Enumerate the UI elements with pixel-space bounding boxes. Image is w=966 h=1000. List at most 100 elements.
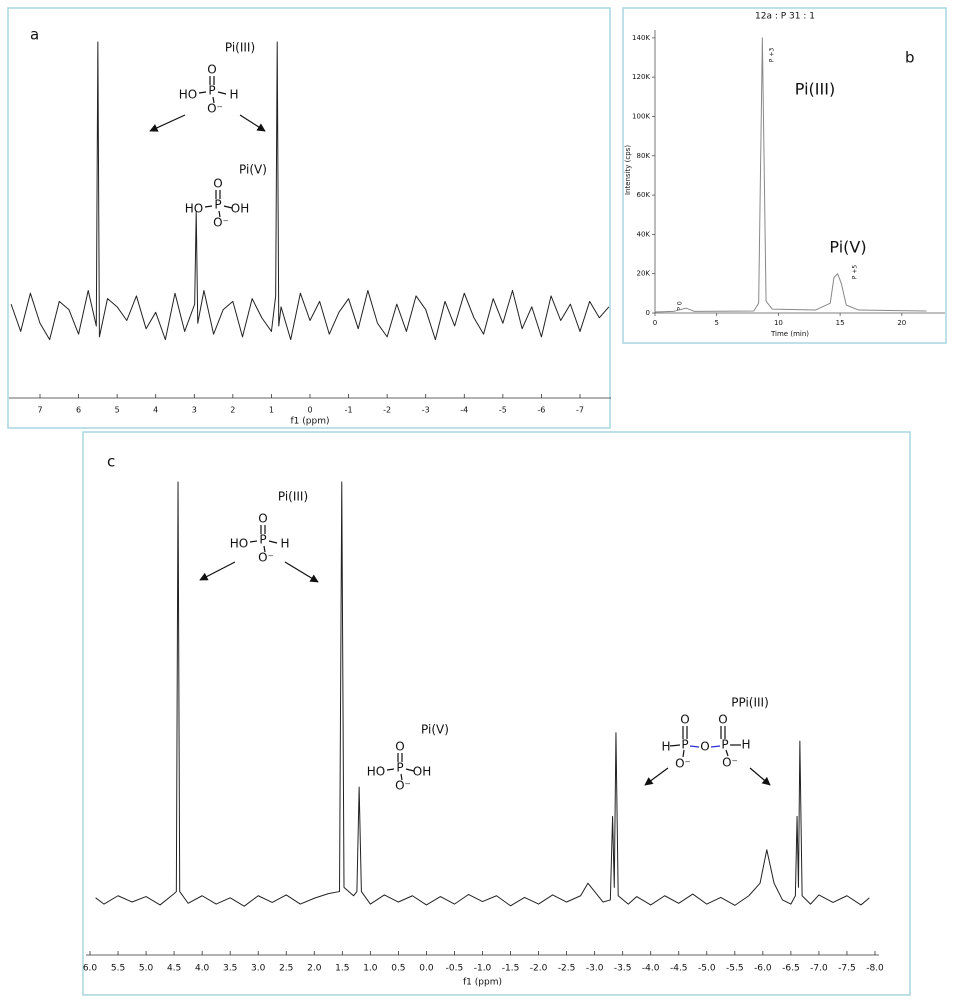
- bond: [223, 205, 233, 209]
- atom-label: O: [395, 740, 404, 754]
- arrow: [239, 114, 266, 132]
- spectrum-line: [10, 41, 610, 341]
- x-tick-label: -5.0: [698, 964, 716, 974]
- bond: [689, 745, 700, 748]
- atom-label: O: [258, 512, 267, 526]
- y-tick-label: 0: [646, 309, 650, 317]
- arrow: [199, 561, 236, 581]
- atom-label: HO: [230, 537, 248, 551]
- x-tick-label: 2.0: [307, 964, 322, 974]
- x-tick-label: 3.5: [223, 964, 237, 974]
- x-axis-label: f1 (ppm): [291, 417, 330, 427]
- atom-label: O: [680, 713, 689, 727]
- arrow: [749, 767, 771, 786]
- x-axis-label: Time (min): [770, 330, 809, 338]
- x-tick-label: -4: [460, 406, 468, 415]
- x-tick-label: -2.5: [558, 964, 576, 974]
- bond: [204, 205, 213, 208]
- annotation: Pi(V): [421, 723, 449, 737]
- panel-b-frame: [622, 7, 947, 344]
- x-tick-label: 5.5: [111, 964, 125, 974]
- atom-label: O: [718, 713, 727, 727]
- x-tick-label: -5: [499, 406, 507, 415]
- annotation: Pi(III): [225, 41, 255, 55]
- atom-label: HO: [367, 765, 385, 779]
- x-tick-label: -4.5: [670, 964, 688, 974]
- x-tick-label: -6: [537, 406, 545, 415]
- x-tick-label: -1: [345, 406, 353, 415]
- atom-label: HO: [179, 88, 197, 102]
- bond: [400, 773, 403, 781]
- x-tick-label: 1.5: [335, 964, 349, 974]
- atom-label: O⁻: [258, 551, 274, 565]
- x-tick-label: 2: [230, 406, 235, 415]
- chart-title: 12a : P 31 : 1: [755, 12, 815, 22]
- panel-label: c: [107, 453, 115, 471]
- x-tick-label: -7.5: [838, 964, 856, 974]
- peak-label: P +3: [769, 48, 776, 63]
- x-tick-label: -2: [383, 406, 391, 415]
- bond: [725, 749, 729, 757]
- bond: [268, 540, 278, 544]
- panel-label: a: [30, 26, 39, 44]
- bond: [218, 210, 221, 218]
- x-tick-label: -0.5: [446, 964, 464, 974]
- atom-label: O⁻: [207, 102, 223, 116]
- peak-label: P 0: [677, 301, 684, 311]
- x-tick-label: 5: [714, 319, 718, 327]
- bond: [710, 745, 721, 748]
- x-tick-label: 0: [653, 319, 657, 327]
- panel-a-frame: [7, 7, 611, 429]
- x-tick-label: 2.5: [279, 964, 293, 974]
- x-tick-label: -3.0: [586, 964, 604, 974]
- arrow: [284, 561, 319, 583]
- y-tick-label: 100K: [632, 112, 650, 120]
- bond: [405, 768, 415, 772]
- x-tick-label: -7: [576, 406, 584, 415]
- atom-label: P: [214, 198, 221, 212]
- x-tick-label: -5.5: [726, 964, 744, 974]
- bond: [682, 749, 685, 758]
- x-tick-label: 6: [76, 406, 81, 415]
- atom-label: O⁻: [722, 756, 738, 770]
- x-tick-label: 15: [836, 319, 845, 327]
- atom-label: H: [229, 88, 238, 102]
- atom-label: O: [213, 177, 222, 191]
- x-tick-label: 5.0: [139, 964, 154, 974]
- x-tick-label: -7.0: [810, 964, 828, 974]
- x-tick-label: 3.0: [251, 964, 266, 974]
- x-tick-label: -3: [422, 406, 430, 415]
- x-tick-label: 0.0: [419, 964, 434, 974]
- annotation: Pi(V): [829, 238, 866, 257]
- bond: [669, 744, 681, 747]
- y-tick-label: 120K: [632, 73, 650, 81]
- x-tick-label: 4.0: [195, 964, 210, 974]
- x-tick-label: 6.0: [83, 964, 98, 974]
- panel-c-frame: [82, 431, 911, 996]
- arrow: [644, 767, 669, 786]
- bond: [249, 540, 258, 543]
- atom-label: OH: [231, 202, 249, 216]
- atom-label: P: [208, 84, 215, 98]
- x-tick-label: 20: [897, 319, 906, 327]
- x-tick-label: -2.0: [530, 964, 548, 974]
- y-tick-label: 60K: [637, 191, 651, 199]
- x-tick-label: 3: [192, 406, 197, 415]
- bond: [217, 91, 227, 95]
- atom-label: O⁻: [395, 779, 411, 793]
- x-tick-label: -8.0: [866, 964, 884, 974]
- panel-label: b: [905, 49, 915, 67]
- x-tick-label: 10: [774, 319, 783, 327]
- x-tick-label: 7: [37, 406, 42, 415]
- arrow: [149, 114, 186, 132]
- atom-label: H: [661, 740, 670, 754]
- bond: [212, 96, 215, 104]
- x-tick-label: 4.5: [167, 964, 181, 974]
- atom-label: O⁻: [675, 757, 691, 771]
- y-tick-label: 80K: [637, 152, 651, 160]
- y-tick-label: 40K: [637, 230, 651, 238]
- x-tick-label: -1.0: [474, 964, 492, 974]
- atom-label: H: [741, 738, 750, 752]
- x-tick-label: 0.5: [391, 964, 405, 974]
